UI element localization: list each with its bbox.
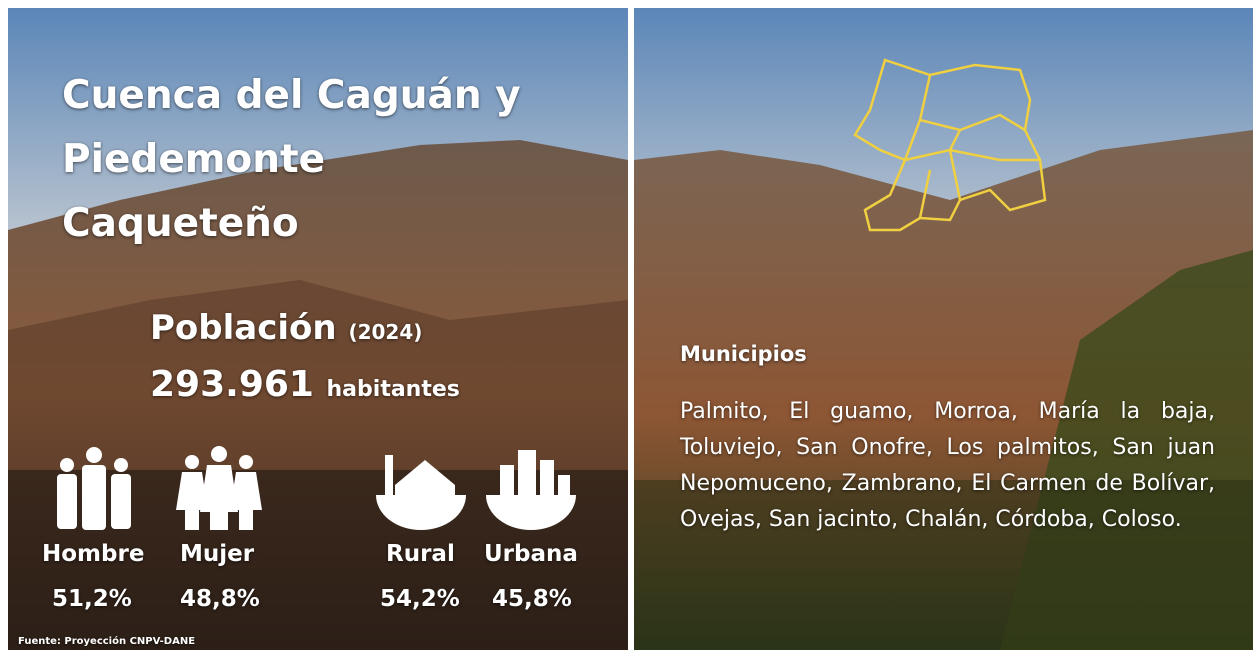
icons: [57, 446, 576, 530]
population-label: Población (2024): [150, 308, 423, 348]
source: Fuente: Proyección CNPV-DANE: [18, 636, 196, 647]
stat-label: Rural: [386, 541, 455, 567]
municipalities-heading: Municipios: [680, 342, 807, 366]
stat-label: Mujer: [180, 541, 255, 567]
stat-label: Urbana: [484, 541, 578, 567]
title: Cuenca del Caguán y Piedemonte Caqueteño: [62, 73, 521, 246]
population-value: 293.961 habitantes: [150, 364, 460, 405]
municipalities-list: Palmito, El guamo, Morroa, María la baja…: [680, 399, 1215, 532]
stat-value: 48,8%: [180, 586, 260, 612]
stat-value: 51,2%: [52, 586, 132, 612]
map-outline: [853, 58, 1047, 232]
stat-label: Hombre: [42, 541, 145, 567]
stat-value: 45,8%: [492, 586, 572, 612]
stat-value: 54,2%: [380, 586, 460, 612]
